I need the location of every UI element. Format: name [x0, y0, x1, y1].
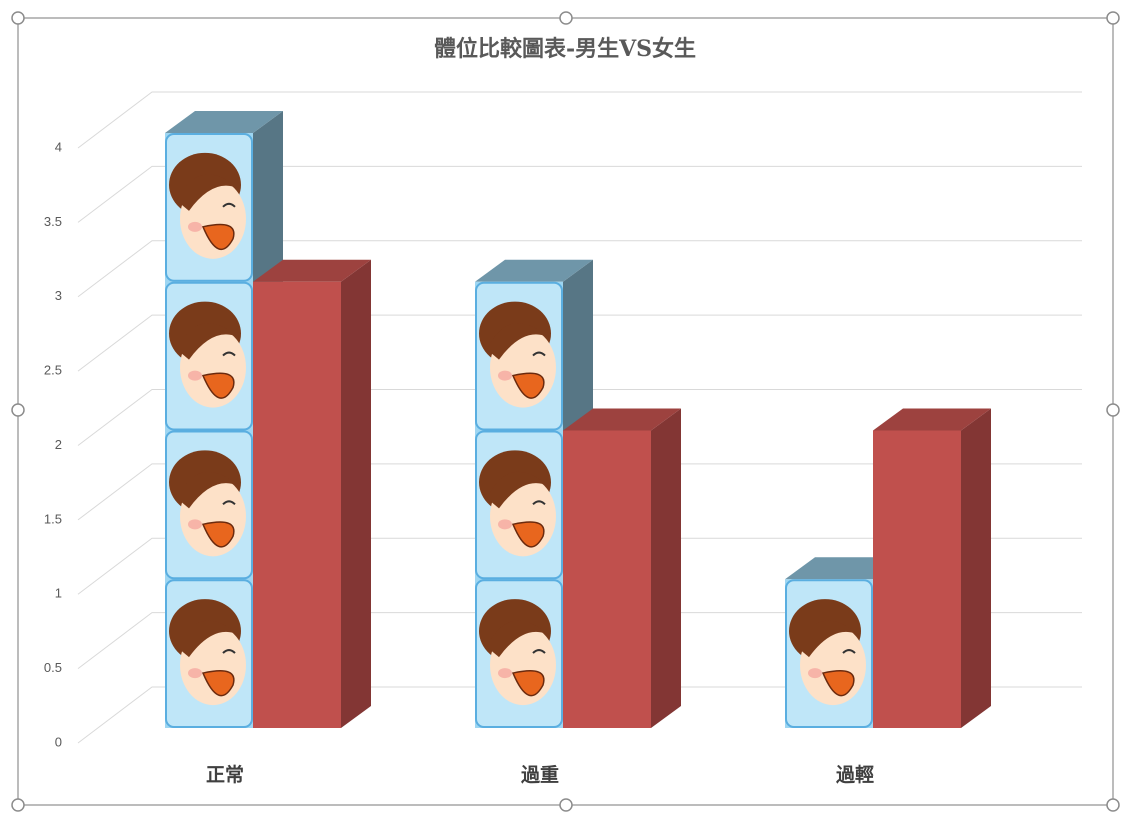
handle[interactable] [559, 798, 573, 812]
face-cheek [498, 370, 512, 381]
grid-line [77, 165, 1082, 223]
face-icon [165, 579, 253, 728]
grid [77, 91, 1082, 744]
face-eye [222, 500, 236, 506]
y-tick-label: 1 [55, 586, 62, 601]
face-hair-front [487, 620, 549, 658]
y-tick-label: 2 [55, 437, 62, 452]
face-mouth [201, 223, 235, 251]
grid-line [77, 91, 1082, 149]
bar [873, 430, 961, 728]
handle[interactable] [11, 403, 25, 417]
bars [165, 111, 991, 728]
face-eye [222, 351, 236, 357]
face-mouth [511, 670, 545, 697]
face-cheek [188, 221, 202, 232]
face-mouth [821, 670, 855, 697]
face-hair-front [487, 471, 549, 509]
face-eye [222, 202, 236, 208]
grid-line [77, 389, 1082, 446]
face-mouth [201, 670, 235, 697]
handle[interactable] [559, 11, 573, 25]
bar [563, 430, 651, 728]
bar-side [961, 408, 991, 728]
bar-group [253, 259, 371, 728]
face-hair-front [487, 323, 549, 360]
face-mouth [201, 521, 235, 548]
face-cheek [498, 519, 512, 530]
grid-line [77, 314, 1082, 372]
y-tick-label: 3.5 [44, 214, 62, 229]
face-hair-front [177, 471, 239, 509]
handle[interactable] [1106, 11, 1120, 25]
grid-line [77, 537, 1082, 595]
face-eye [222, 649, 236, 654]
face-cheek [188, 519, 202, 530]
face-eye [842, 649, 856, 654]
y-tick-label: 4 [55, 139, 62, 154]
bar-group [563, 408, 681, 728]
face-icon [475, 579, 563, 728]
face-icon [165, 281, 253, 431]
x-tick-label: 過輕 [836, 764, 874, 786]
face-cheek [188, 668, 202, 679]
y-tick-label: 1.5 [44, 511, 62, 526]
handle[interactable] [1106, 403, 1120, 417]
bar-group [873, 408, 991, 728]
bar-top [165, 111, 283, 133]
face-eye [532, 649, 546, 654]
x-tick-label: 正常 [206, 763, 244, 786]
bar-top [253, 259, 371, 282]
face-hair-front [797, 620, 859, 658]
bar-group [785, 557, 903, 728]
chart-title: 體位比較圖表-男生VS女生 [434, 36, 696, 62]
face-hair-front [177, 620, 239, 658]
face-icon [475, 281, 563, 431]
face-hair-front [177, 174, 239, 211]
grid-line [77, 686, 1082, 744]
selection-handles[interactable] [11, 11, 1120, 812]
x-tick-label: 過重 [521, 764, 559, 786]
face-hair-front [177, 323, 239, 360]
handle[interactable] [11, 11, 25, 25]
bar-side [651, 408, 681, 728]
grid-line [77, 463, 1082, 521]
y-tick-label: 3 [55, 288, 62, 303]
face-icon [475, 430, 563, 580]
y-tick-label: 2.5 [44, 363, 62, 378]
bar-side [341, 259, 371, 728]
face-icon [785, 579, 873, 728]
face-icon [165, 133, 253, 282]
y-tick-label: 0.5 [44, 660, 62, 675]
bar-top [873, 408, 991, 431]
handle[interactable] [1106, 798, 1120, 812]
face-cheek [188, 370, 202, 381]
grid-line [77, 240, 1082, 298]
face-eye [532, 500, 546, 506]
face-icon [165, 430, 253, 580]
face-mouth [201, 372, 235, 399]
bar-top [563, 408, 681, 431]
y-tick-label: 0 [55, 734, 62, 749]
face-eye [532, 351, 546, 357]
handle[interactable] [11, 798, 25, 812]
grid-line [77, 612, 1082, 670]
bar-top [475, 259, 593, 282]
face-mouth [511, 521, 545, 548]
face-mouth [511, 372, 545, 399]
bar [253, 281, 341, 728]
face-cheek [808, 668, 822, 679]
face-cheek [498, 668, 512, 679]
